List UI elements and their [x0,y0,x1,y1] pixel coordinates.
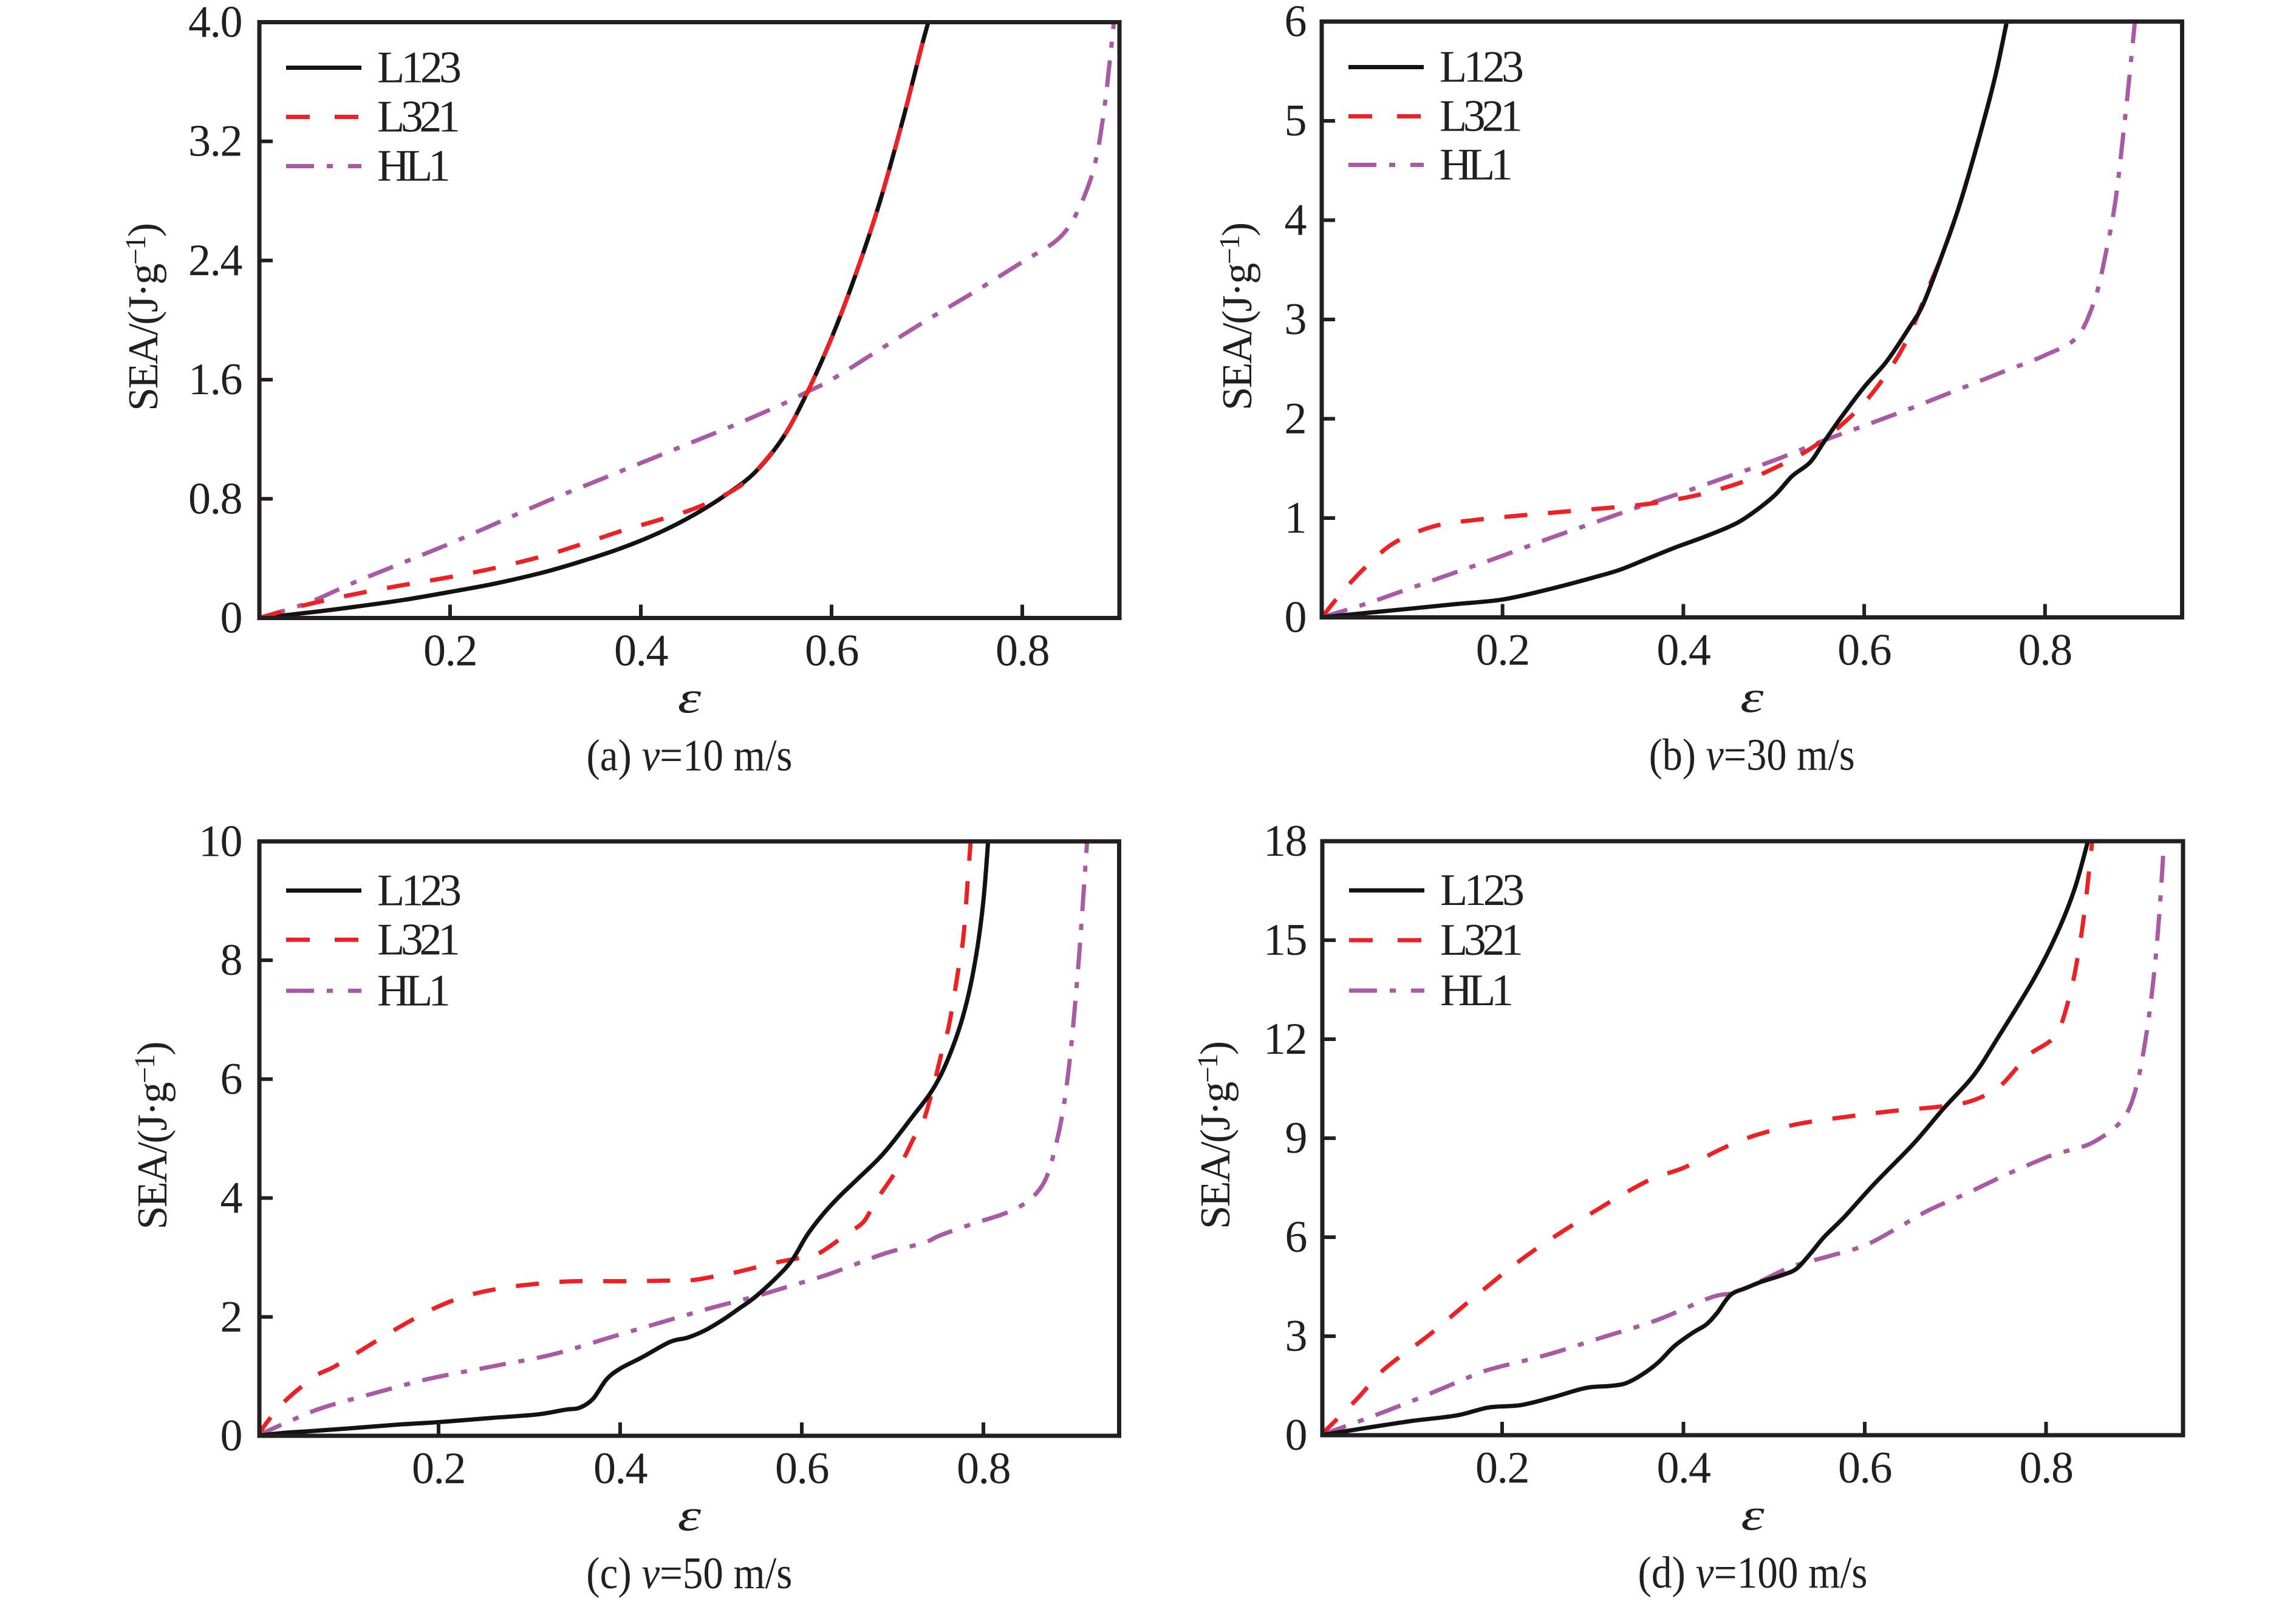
svg-text:3.2: 3.2 [188,117,242,166]
svg-text:15: 15 [1263,915,1307,965]
svg-text:L123: L123 [377,865,462,915]
svg-text:ε: ε [678,673,702,723]
svg-text:ε: ε [678,1490,702,1540]
svg-text:HL1: HL1 [1440,966,1514,1016]
svg-text:L123: L123 [377,43,462,93]
svg-text:12: 12 [1263,1014,1307,1064]
svg-text:0.6: 0.6 [775,1444,829,1493]
svg-text:2: 2 [1285,394,1307,444]
svg-text:4: 4 [1285,196,1307,245]
svg-text:18: 18 [1263,816,1307,866]
svg-text:0.8: 0.8 [2018,626,2072,675]
svg-text:L321: L321 [377,92,460,142]
svg-text:0.4: 0.4 [593,1444,647,1493]
svg-text:L321: L321 [377,915,460,964]
svg-text:0.4: 0.4 [1656,626,1710,675]
svg-text:ε: ε [1741,1490,1765,1540]
svg-text:6: 6 [220,1054,242,1104]
svg-text:0.2: 0.2 [412,1444,465,1493]
svg-text:ε: ε [1740,672,1764,722]
svg-text:5: 5 [1285,96,1307,146]
svg-text:0.6: 0.6 [1837,626,1891,675]
svg-text:10: 10 [199,816,242,866]
svg-text:HL1: HL1 [377,966,451,1016]
svg-text:0.8: 0.8 [996,626,1049,676]
svg-text:L123: L123 [1440,865,1525,915]
svg-text:0.4: 0.4 [614,626,668,676]
svg-text:2: 2 [220,1292,242,1342]
svg-text:0: 0 [1285,593,1307,643]
svg-text:0.2: 0.2 [1475,1443,1529,1493]
svg-text:0: 0 [1285,1410,1307,1460]
svg-text:(a) v=10 m/s: (a) v=10 m/s [587,731,793,781]
svg-text:L321: L321 [1440,915,1523,965]
svg-text:0.8: 0.8 [2020,1443,2073,1493]
svg-text:0.2: 0.2 [423,626,477,676]
svg-text:8: 8 [220,935,242,985]
svg-text:4: 4 [220,1173,242,1223]
svg-text:(b) v=30 m/s: (b) v=30 m/s [1649,731,1855,780]
svg-text:0: 0 [220,593,242,643]
svg-text:0.2: 0.2 [1476,626,1529,675]
svg-text:0.4: 0.4 [1657,1443,1711,1493]
svg-text:HL1: HL1 [1440,140,1513,190]
svg-text:0.8: 0.8 [188,474,242,524]
svg-text:4.0: 4.0 [188,0,242,47]
svg-text:6: 6 [1285,0,1307,47]
svg-text:9: 9 [1285,1113,1307,1163]
svg-text:3: 3 [1285,295,1307,344]
svg-text:1.6: 1.6 [188,355,242,405]
svg-text:L123: L123 [1440,43,1524,92]
svg-text:0.8: 0.8 [957,1444,1010,1493]
svg-text:1: 1 [1285,493,1307,543]
svg-text:L321: L321 [1440,92,1523,142]
svg-text:(c) v=50 m/s: (c) v=50 m/s [586,1549,792,1598]
svg-text:(d) v=100 m/s: (d) v=100 m/s [1638,1548,1868,1598]
svg-text:3: 3 [1285,1311,1307,1361]
svg-text:2.4: 2.4 [188,236,242,285]
svg-text:HL1: HL1 [377,142,451,191]
svg-text:6: 6 [1285,1212,1307,1262]
svg-text:0: 0 [220,1411,242,1461]
svg-text:0.6: 0.6 [805,626,858,676]
svg-text:0.6: 0.6 [1838,1443,1891,1493]
